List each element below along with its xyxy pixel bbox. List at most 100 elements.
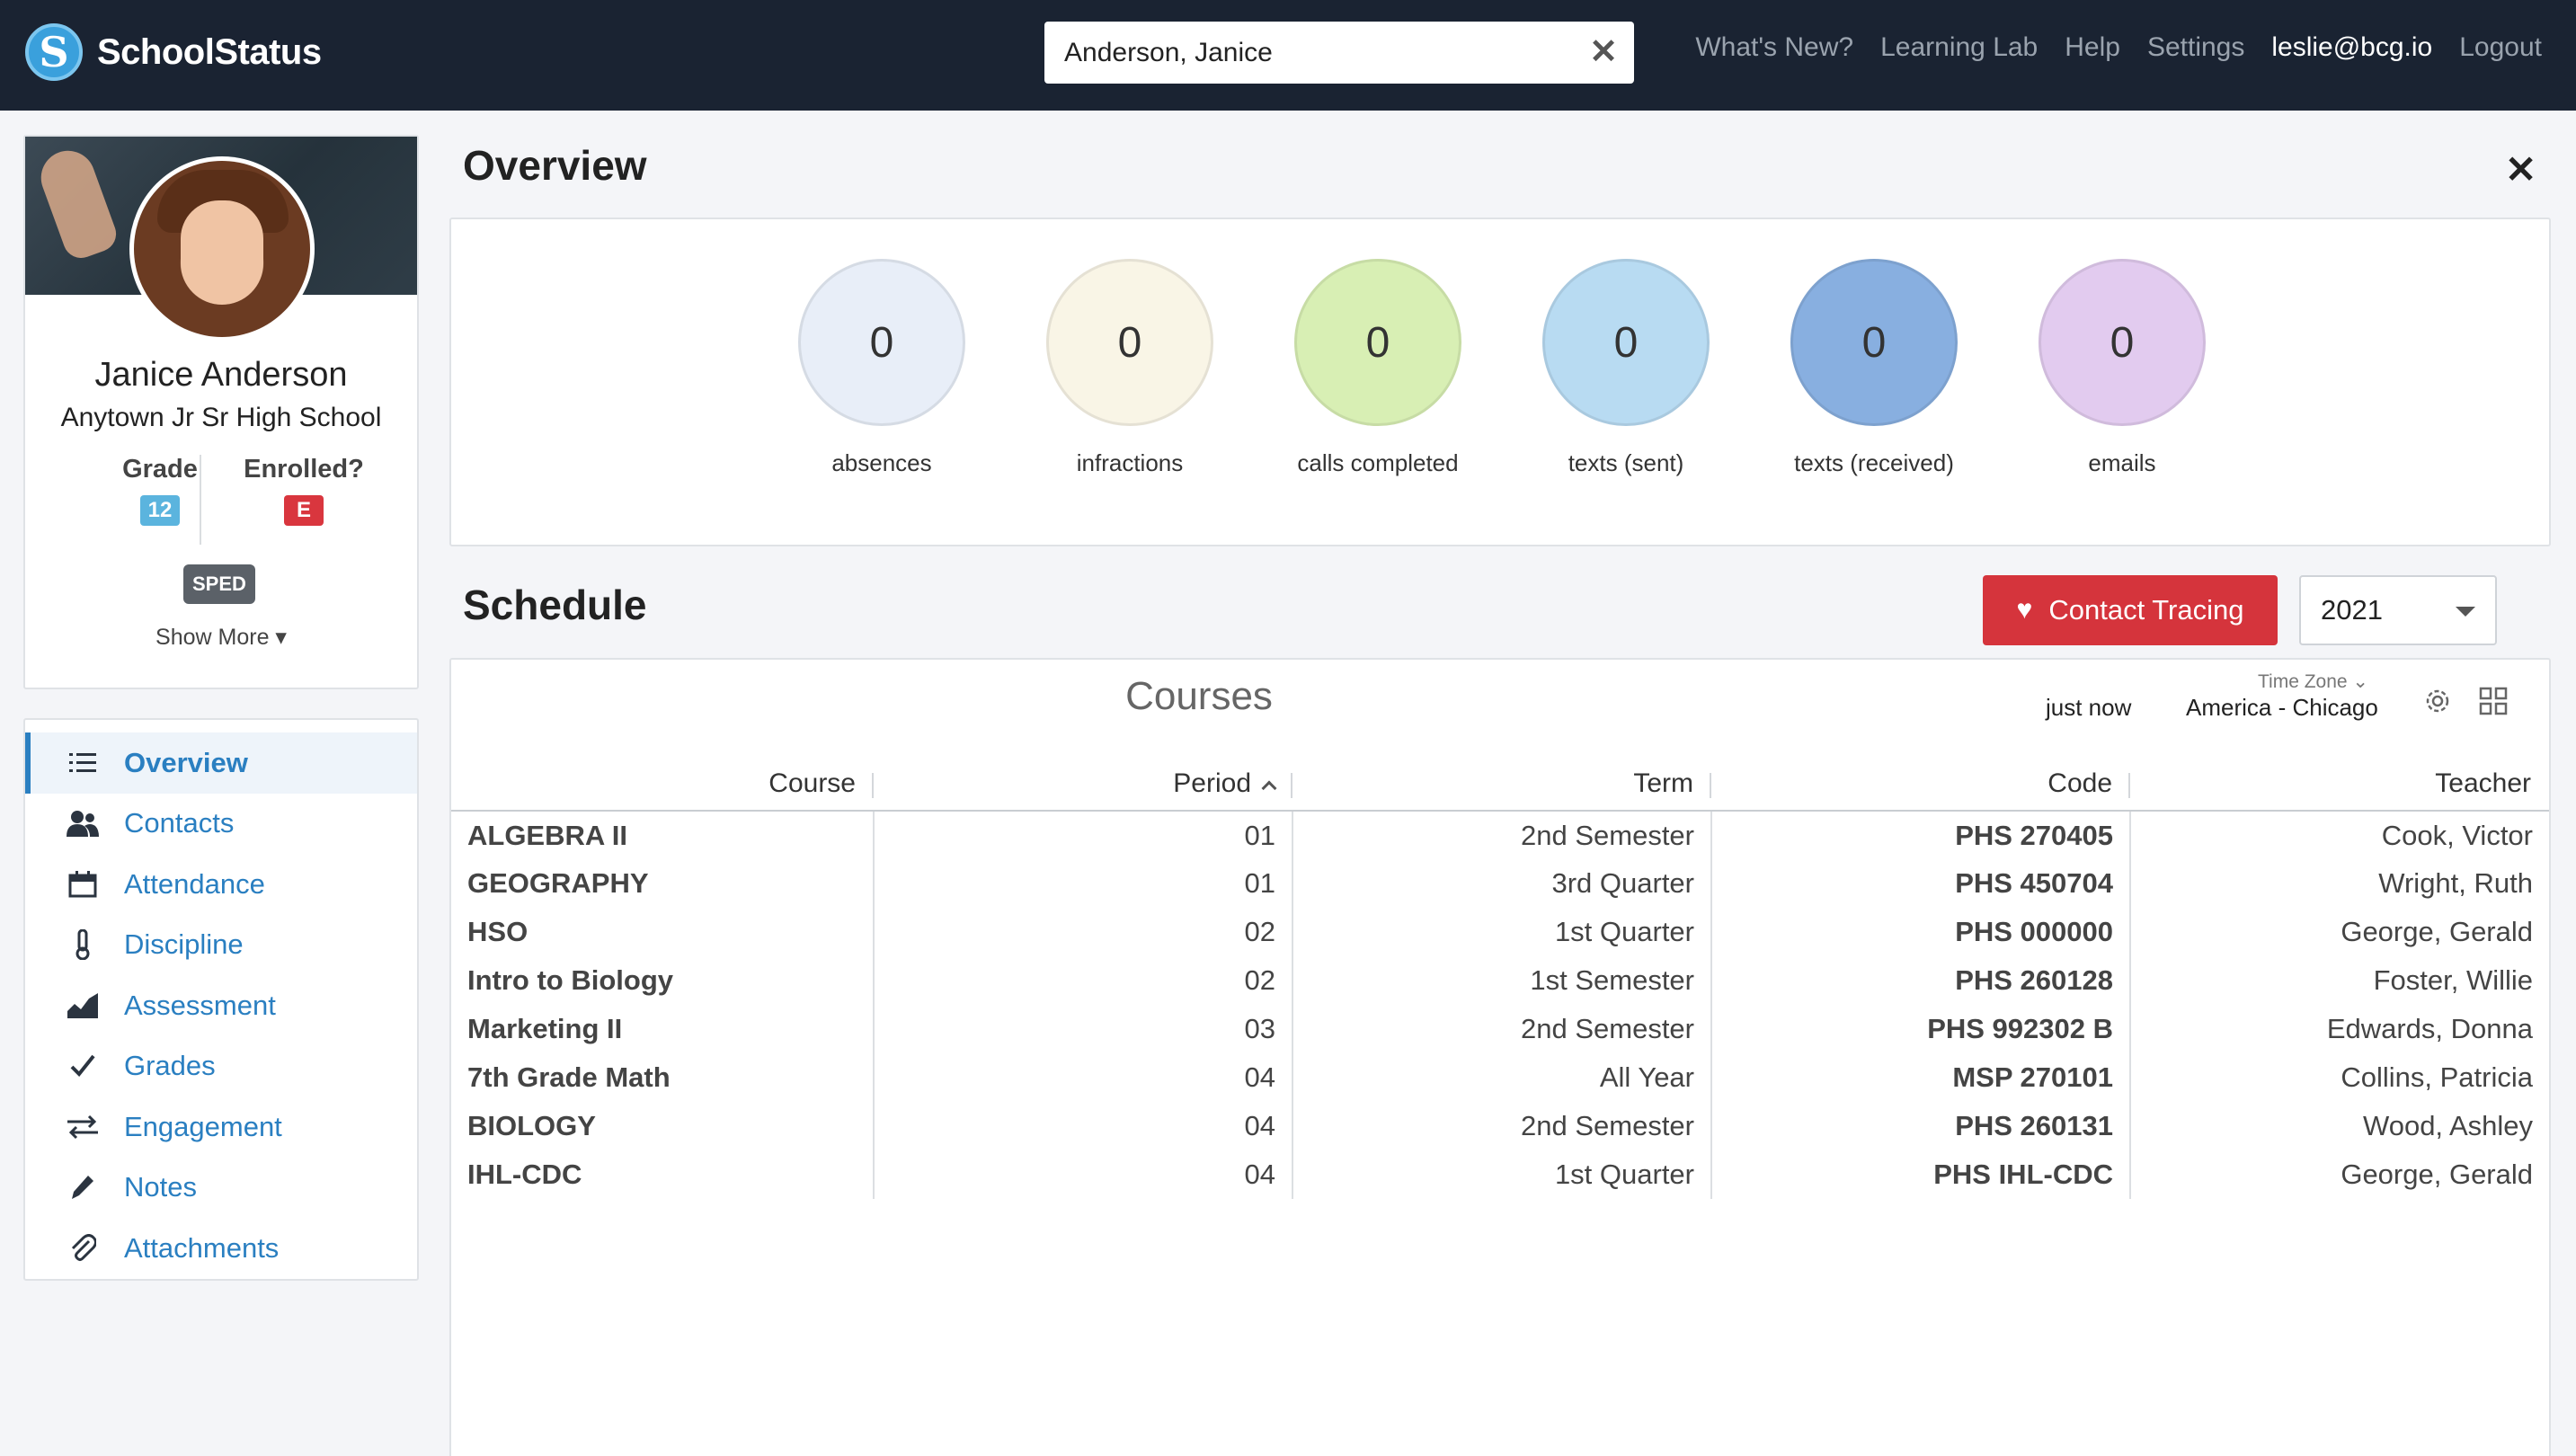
app-logo[interactable]: S SchoolStatus: [25, 23, 322, 81]
menu-label: Assessment: [124, 989, 276, 1021]
cell-period: 03: [874, 1005, 1293, 1053]
stat-divider: [200, 455, 201, 545]
cell-term: 3rd Quarter: [1292, 859, 1712, 908]
menu-label: Overview: [124, 746, 248, 778]
cell-code: PHS 260128: [1711, 956, 2131, 1005]
cell-code: PHS 450704: [1711, 859, 2131, 908]
texts-received-label: texts (received): [1794, 449, 1954, 476]
close-icon[interactable]: ✕: [2505, 148, 2537, 191]
cell-code: MSP 270101: [1711, 1053, 2131, 1102]
enrolled-badge: E: [284, 495, 324, 526]
nav-settings[interactable]: Settings: [2146, 32, 2245, 62]
table-row[interactable]: Marketing II 03 2nd Semester PHS 992302 …: [451, 1005, 2549, 1053]
table-row[interactable]: HSO 02 1st Quarter PHS 000000 George, Ge…: [451, 908, 2549, 956]
search-input[interactable]: [1064, 22, 1568, 84]
menu-item-discipline[interactable]: Discipline: [25, 915, 417, 976]
cell-code: PHS 260131: [1711, 1102, 2131, 1150]
table-row[interactable]: 7th Grade Math 04 All Year MSP 270101 Co…: [451, 1053, 2549, 1102]
cell-teacher: George, Gerald: [2341, 1159, 2533, 1190]
cell-code: PHS IHL-CDC: [1711, 1150, 2131, 1199]
cell-term: All Year: [1292, 1053, 1712, 1102]
avatar-photo: [134, 161, 310, 337]
schedule-title: Schedule: [463, 582, 647, 628]
col-term[interactable]: Term: [1292, 757, 1711, 812]
chevron-down-icon: [2456, 607, 2475, 617]
texts-received-circle[interactable]: 0: [1790, 259, 1958, 426]
menu-item-assessment[interactable]: Assessment: [25, 975, 417, 1036]
year-select[interactable]: 2021: [2299, 575, 2497, 645]
nav-logout[interactable]: Logout: [2459, 32, 2542, 62]
nav-help[interactable]: Help: [2065, 32, 2120, 62]
timezone-label[interactable]: Time Zone ⌄: [2258, 671, 2369, 692]
menu-item-engagement[interactable]: Engagement: [25, 1096, 417, 1158]
menu-item-contacts[interactable]: Contacts: [25, 794, 417, 855]
menu-item-grades[interactable]: Grades: [25, 1036, 417, 1097]
courses-table: Course Period Term Code Teacher ALGEBRA …: [451, 757, 2549, 1199]
cell-course: IHL-CDC: [451, 1150, 875, 1199]
table-header-row: Course Period Term Code Teacher: [451, 757, 2549, 812]
nav-user-email[interactable]: leslie@bcg.io: [2271, 32, 2433, 62]
cell-term: 1st Semester: [1292, 956, 1712, 1005]
cell-period: 01: [874, 859, 1293, 908]
col-period[interactable]: Period: [874, 757, 1292, 812]
menu-label: Engagement: [124, 1110, 282, 1142]
cell-code: PHS 992302 B: [1711, 1005, 2131, 1053]
menu-item-overview[interactable]: Overview: [25, 732, 417, 794]
calls-completed-circle[interactable]: 0: [1294, 259, 1461, 426]
student-name: Janice Anderson: [94, 356, 348, 394]
menu-item-notes[interactable]: Notes: [25, 1158, 417, 1219]
cell-teacher: Edwards, Donna: [2326, 1013, 2533, 1044]
area-chart-icon: [65, 988, 101, 1024]
users-icon: [65, 805, 101, 841]
cell-teacher: Cook, Victor: [2381, 819, 2533, 851]
infractions-circle[interactable]: 0: [1046, 259, 1213, 426]
emails-circle[interactable]: 0: [2039, 259, 2206, 426]
table-row[interactable]: BIOLOGY 04 2nd Semester PHS 260131 Wood,…: [451, 1102, 2549, 1150]
table-row[interactable]: IHL-CDC 04 1st Quarter PHS IHL-CDC Georg…: [451, 1150, 2549, 1199]
menu-item-attachments[interactable]: Attachments: [25, 1218, 417, 1279]
absences-circle[interactable]: 0: [798, 259, 965, 426]
nav-whats-new[interactable]: What's New?: [1695, 32, 1854, 62]
clear-search-icon[interactable]: ✕: [1589, 33, 1618, 71]
infractions-label: infractions: [1076, 449, 1184, 476]
banner-image: [33, 143, 121, 263]
menu-item-attendance[interactable]: Attendance: [25, 854, 417, 915]
cell-course: BIOLOGY: [451, 1102, 875, 1150]
timezone-value[interactable]: America - Chicago: [2186, 694, 2378, 721]
app-name: SchoolStatus: [97, 31, 322, 72]
cell-period: 02: [874, 908, 1293, 956]
check-icon: [65, 1048, 101, 1084]
show-more-toggle[interactable]: Show More ▾: [155, 625, 287, 650]
grid-view-icon[interactable]: [2475, 683, 2511, 719]
updated-time: just now: [2046, 694, 2132, 721]
pencil-icon: [65, 1169, 101, 1205]
table-row[interactable]: ALGEBRA II 01 2nd Semester PHS 270405 Co…: [451, 811, 2549, 859]
student-search[interactable]: ✕: [1044, 22, 1634, 84]
sped-badge: SPED: [183, 564, 255, 604]
table-row[interactable]: Intro to Biology 02 1st Semester PHS 260…: [451, 956, 2549, 1005]
col-course[interactable]: Course: [451, 757, 874, 812]
sort-asc-icon: [1261, 780, 1277, 795]
cell-term: 2nd Semester: [1292, 1102, 1712, 1150]
menu-label: Attachments: [124, 1231, 280, 1264]
cell-teacher: Collins, Patricia: [2341, 1061, 2533, 1093]
col-code[interactable]: Code: [1711, 757, 2130, 812]
cell-teacher: Foster, Willie: [2373, 964, 2533, 996]
cell-code: PHS 270405: [1711, 811, 2131, 859]
contact-tracing-label: Contact Tracing: [2048, 594, 2244, 626]
schoolstatus-logo-icon: S: [25, 23, 83, 81]
texts-sent-circle[interactable]: 0: [1542, 259, 1710, 426]
nav-learning-lab[interactable]: Learning Lab: [1880, 32, 2039, 62]
thermometer-icon: [65, 927, 101, 963]
cell-term: 1st Quarter: [1292, 908, 1712, 956]
menu-label: Notes: [124, 1171, 197, 1203]
settings-gear-icon[interactable]: [2420, 683, 2456, 719]
grade-badge: 12: [140, 495, 180, 526]
cell-teacher: Wright, Ruth: [2378, 867, 2533, 899]
year-value: 2021: [2321, 594, 2383, 626]
contact-tracing-button[interactable]: ♥ Contact Tracing: [1983, 575, 2278, 645]
table-row[interactable]: GEOGRAPHY 01 3rd Quarter PHS 450704 Wrig…: [451, 859, 2549, 908]
col-teacher[interactable]: Teacher: [2130, 757, 2549, 812]
calendar-icon: [65, 866, 101, 902]
courses-card: Courses just now Time Zone ⌄ America - C…: [449, 658, 2551, 1456]
